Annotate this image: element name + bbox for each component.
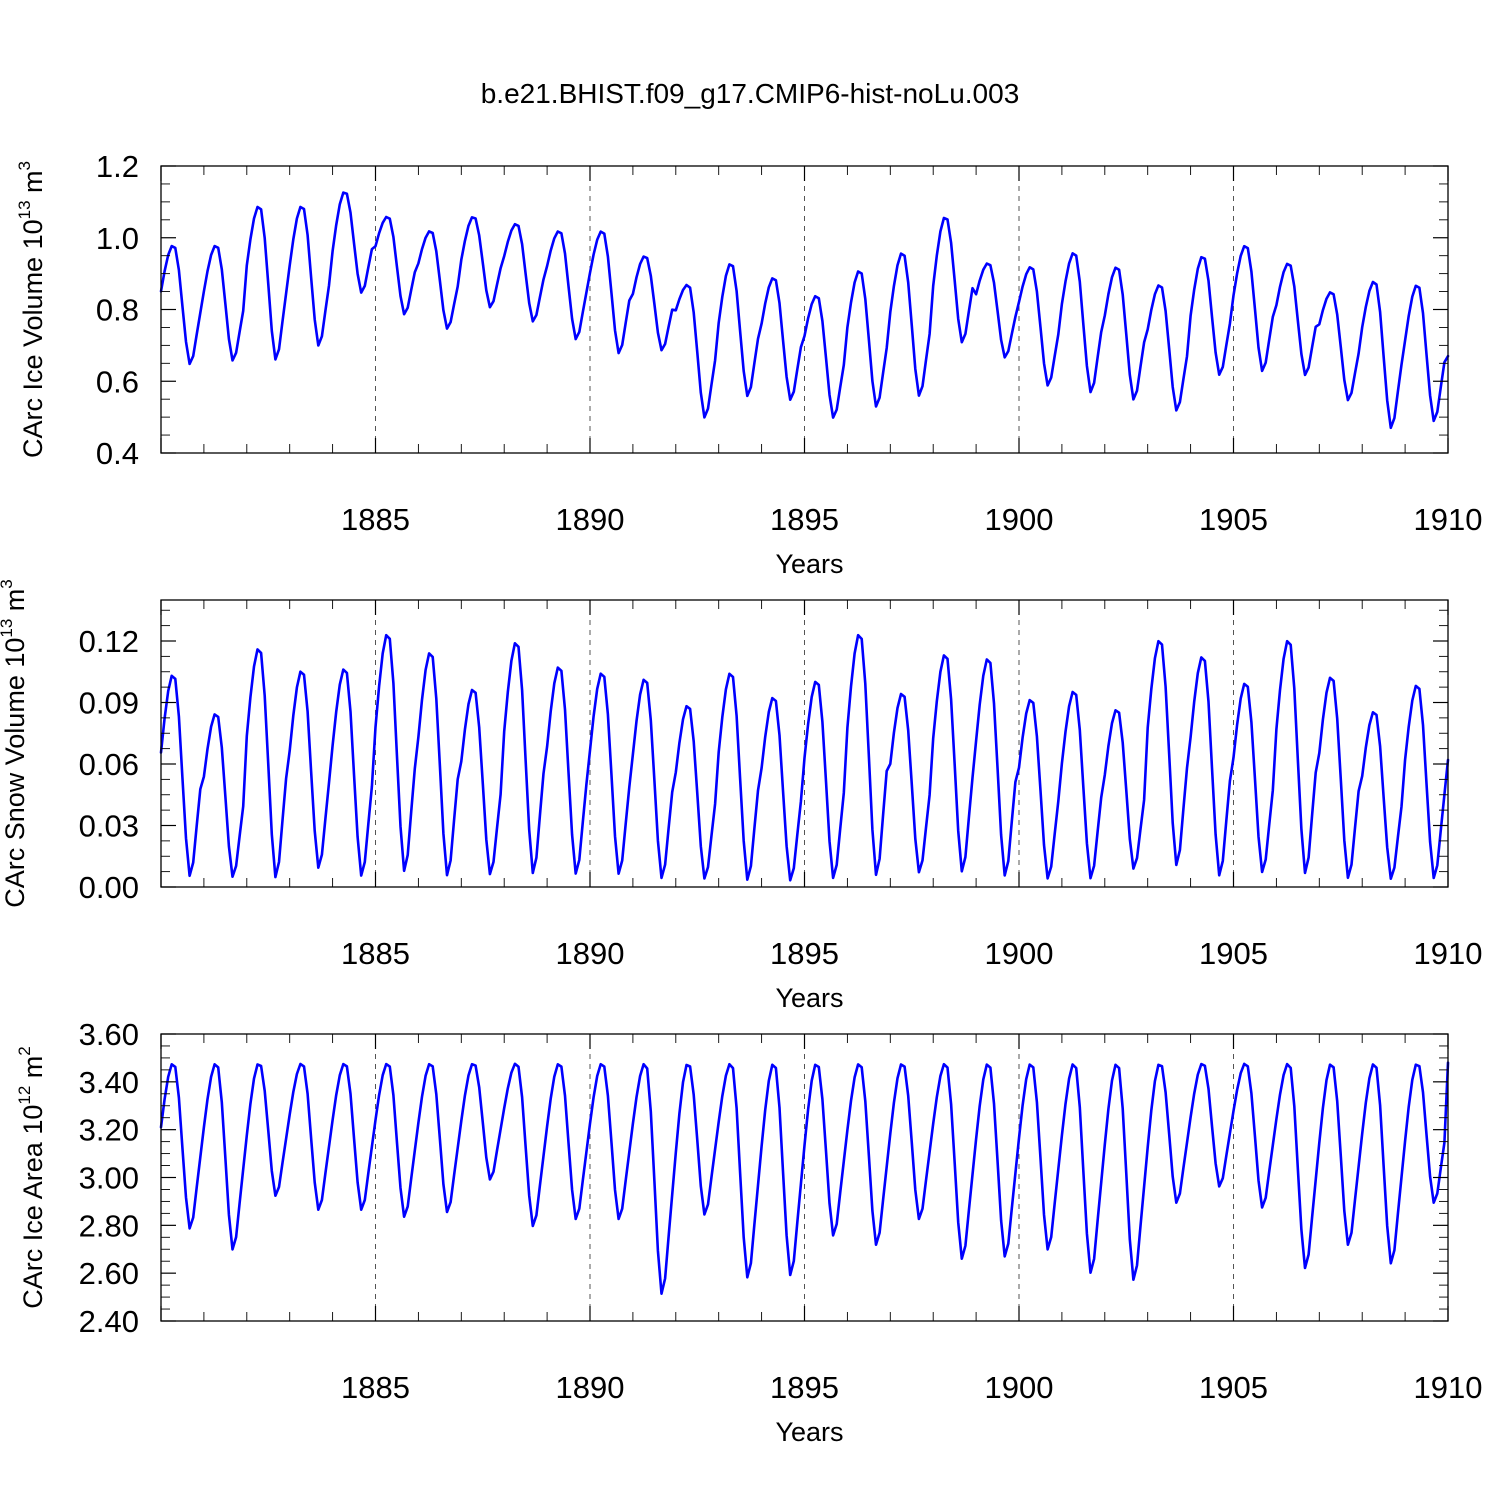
x-tick-label: 1890 xyxy=(556,1370,625,1405)
x-tick-label: 1900 xyxy=(985,502,1054,537)
y-tick-label: 3.00 xyxy=(79,1161,139,1196)
y-tick-label: 0.6 xyxy=(96,364,139,399)
x-tick-label: 1900 xyxy=(985,1370,1054,1405)
y-axis-label: CArc Ice Area 1012 m2 xyxy=(15,1046,48,1309)
y-axis-label: CArc Snow Volume 1013 m3 xyxy=(0,579,30,908)
y-tick-label: 0.09 xyxy=(79,686,139,721)
x-tick-label: 1885 xyxy=(341,936,410,971)
series-line xyxy=(159,191,1450,430)
y-tick-label: 0.03 xyxy=(79,809,139,844)
series-line xyxy=(159,1061,1450,1295)
y-tick-label: 0.12 xyxy=(79,624,139,659)
y-tick-label: 3.40 xyxy=(79,1065,139,1100)
y-tick-label: 2.40 xyxy=(79,1304,139,1339)
x-tick-label: 1890 xyxy=(556,502,625,537)
chart-panel-3: 1885 1890 1895 1900 1905 1910 2.40 2.60 2.80 3.00… xyxy=(15,1017,1482,1447)
x-axis-label: Years xyxy=(775,1417,843,1447)
x-tick-label: 1890 xyxy=(556,936,625,971)
x-tick-label: 1905 xyxy=(1199,502,1268,537)
y-tick-label: 1.2 xyxy=(96,149,139,184)
y-tick-label: 1.0 xyxy=(96,221,139,256)
x-tick-label: 1910 xyxy=(1414,1370,1483,1405)
panels: 1885 1890 1895 1900 1905 1910 0.4 0.6 0.8 1.0 1.2 Y… xyxy=(0,149,1482,1447)
y-tick-label: 2.80 xyxy=(79,1208,139,1243)
x-tick-label: 1895 xyxy=(770,1370,839,1405)
y-tick-label: 3.20 xyxy=(79,1113,139,1148)
figure-title: b.e21.BHIST.f09_g17.CMIP6-hist-noLu.003 xyxy=(481,78,1020,109)
x-tick-label: 1910 xyxy=(1414,936,1483,971)
y-tick-label: 2.60 xyxy=(79,1256,139,1291)
series-line xyxy=(159,633,1450,882)
chart-panel-2: 1885 1890 1895 1900 1905 1910 0.00 0.03 0.06 0.09… xyxy=(0,579,1482,1013)
x-tick-label: 1910 xyxy=(1414,502,1483,537)
chart-panel-1: 1885 1890 1895 1900 1905 1910 0.4 0.6 0.8 1.0 1.2 Y… xyxy=(15,149,1482,579)
x-tick-label: 1895 xyxy=(770,502,839,537)
y-tick-label: 0.00 xyxy=(79,870,139,905)
x-tick-label: 1895 xyxy=(770,936,839,971)
x-tick-label: 1900 xyxy=(985,936,1054,971)
x-tick-label: 1885 xyxy=(341,1370,410,1405)
y-tick-label: 0.06 xyxy=(79,747,139,782)
x-tick-label: 1905 xyxy=(1199,1370,1268,1405)
y-tick-label: 3.60 xyxy=(79,1017,139,1052)
x-tick-label: 1905 xyxy=(1199,936,1268,971)
x-axis-label: Years xyxy=(775,983,843,1013)
x-axis-label: Years xyxy=(775,549,843,579)
y-tick-label: 0.8 xyxy=(96,293,139,328)
x-tick-label: 1885 xyxy=(341,502,410,537)
y-axis-label: CArc Ice Volume 1013 m3 xyxy=(15,161,48,458)
y-tick-label: 0.4 xyxy=(96,436,139,471)
